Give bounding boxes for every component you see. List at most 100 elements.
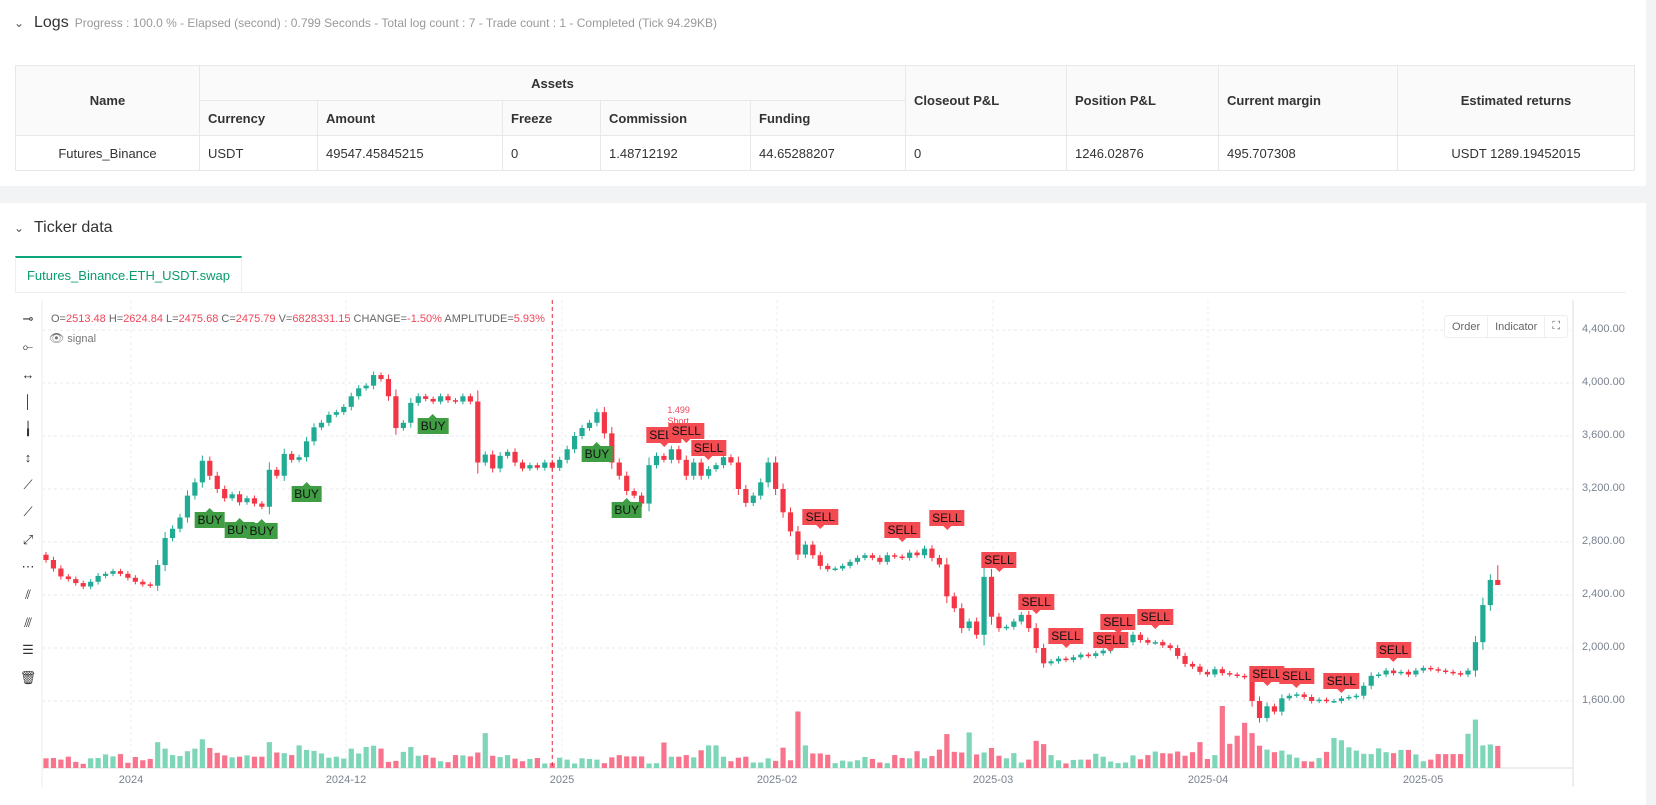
volume-bar [594,759,600,768]
candle-body [95,575,101,582]
candle-body [512,451,518,463]
candle-body [616,462,622,476]
signal-indicator[interactable]: 👁 signal [49,331,96,345]
volume-bar [1294,757,1300,768]
volume-bar [1093,753,1099,768]
price-channel-icon[interactable]: ☰ [22,642,34,658]
header-name: Name [15,65,200,136]
volume-bar [557,757,563,768]
volume-bar [1160,753,1166,768]
volume-bar [683,755,689,768]
open-label: O= [51,313,66,325]
ticker-header[interactable]: ⌄ Ticker data [14,219,113,237]
candle-body [1420,667,1426,671]
horizontal-segment-icon[interactable]: ↔ [21,366,35,382]
volume-bar [1428,759,1434,768]
candle-body [110,571,116,574]
order-button[interactable]: Order [1445,316,1489,337]
candle-body [184,495,191,518]
sell-signal-label: SELL [1092,632,1129,653]
volume-bar [1271,752,1278,768]
candle-body [1197,666,1203,672]
candle-body [735,462,741,489]
vertical-ray-icon[interactable]: ╽ [24,421,32,437]
candle-body [1204,671,1211,675]
y-tick-label: 2,000.00 [1582,641,1625,653]
candle-body [467,396,473,402]
candle-body [1383,670,1389,675]
x-tick-label: 2025-03 [972,774,1014,786]
vertical-line-icon[interactable]: │ [23,394,33,410]
volume-bar [95,757,101,768]
volume-bar [1063,763,1069,768]
volume-bar [1018,762,1024,768]
volume-bar [1472,719,1479,768]
volume-bar [102,754,109,768]
volume-bar [430,757,436,768]
volume-bar [110,756,116,768]
volume-bar [1197,742,1203,768]
candle-body [192,482,198,496]
parallel-channel-icon[interactable]: ⫽ [25,587,31,602]
header-margin: Current margin [1218,65,1398,136]
volume-bar [400,751,406,768]
volume-bar [229,757,235,768]
segment-icon[interactable]: ⤢ [22,531,34,547]
low-value: 2475.68 [178,313,219,325]
chevron-down-icon[interactable]: ⌄ [14,16,25,30]
volume-bar [475,752,481,768]
tab-divider [15,292,1626,293]
ray-line-icon[interactable]: ⟋ [23,504,33,520]
candle-body [363,385,369,389]
tab-eth-usdt-swap[interactable]: Futures_Binance.ETH_USDT.swap [15,256,242,292]
candle-body [907,552,913,558]
candle-body [318,422,325,428]
x-tick-label: 2025-04 [1187,774,1229,786]
candle-body [929,548,935,558]
trend-line-icon[interactable]: ⟋ [23,476,33,492]
volume-bar [899,757,905,768]
candle-body [1495,579,1501,585]
candle-body [795,531,801,555]
volume-bar [1390,753,1397,768]
candle-body [199,460,205,483]
candle-body [162,538,168,566]
candle-body [296,457,302,460]
candle-body [594,412,600,423]
vertical-segment-icon[interactable]: ↕ [24,449,32,465]
volume-bar [534,757,540,768]
logs-header[interactable]: ⌄ Logs Progress : 100.0 % - Elapsed (sec… [14,14,717,32]
candle-body [1182,655,1188,664]
volume-bar [713,745,719,768]
trash-icon[interactable]: 🗑 [19,669,37,685]
fullscreen-icon[interactable]: ⛶ [1552,320,1561,332]
horizontal-line-icon[interactable]: ⟜ [22,338,34,354]
candle-body [289,453,295,460]
price-line-icon[interactable]: ⋯ [21,559,35,575]
volume-bar [244,755,250,768]
volume-bar [1309,761,1315,768]
volume-bar [676,756,682,768]
candle-body [1435,669,1441,671]
volume-bar [988,747,995,768]
short-label: Short [667,416,689,426]
volume-bar [1182,755,1188,768]
candle-body [579,428,585,436]
volume-bar [1286,754,1292,768]
fibonacci-icon[interactable]: ⫻ [24,614,32,630]
volume-bar [1383,752,1389,768]
horizontal-ray-icon[interactable]: ⊸ [22,311,34,326]
volume-bar [333,756,339,768]
candle-body [549,462,555,468]
assets-table: Name Assets Closeout P&L Position P&L Cu… [15,65,1635,171]
chevron-down-icon[interactable]: ⌄ [14,221,25,235]
candle-body [423,396,429,399]
eye-icon[interactable]: 👁 [49,331,65,345]
candle-body [1167,645,1173,648]
volume-bar [214,752,220,768]
volume-bar [1212,755,1218,768]
indicator-button[interactable]: Indicator [1488,316,1546,337]
volume-bar [281,753,287,768]
